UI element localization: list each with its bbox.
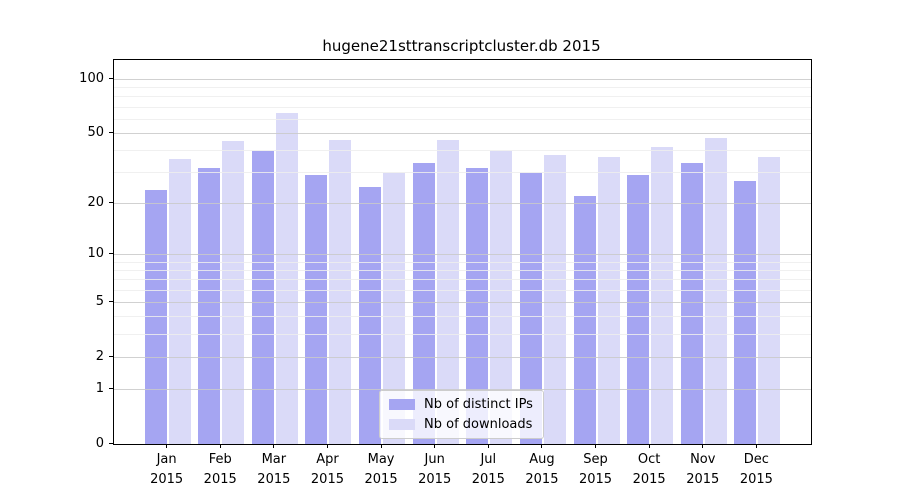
x-tick-label-jan: Jan 2015 [150,452,184,487]
legend-swatch-distinct-ips [389,399,415,410]
y-tick-label-10: 10 [87,246,104,262]
y-tick-label-2: 2 [95,348,104,364]
bar-nov-downloads [704,138,727,444]
x-tick-label-may: May 2015 [364,452,398,487]
x-tick-label-jul: Jul 2015 [471,452,505,487]
x-tick-label-nov: Nov 2015 [686,452,720,487]
bar-sep-distinct-ips [573,196,596,444]
bar-oct-downloads [651,146,674,444]
x-tick-label-oct: Oct 2015 [632,452,666,487]
x-tick-mark-feb [219,444,221,448]
x-tick-mark-apr [326,444,328,448]
bar-may-downloads [383,172,406,444]
y-tick-mark-2 [109,355,114,357]
bar-dec-distinct-ips [734,180,757,444]
x-tick-mark-dec [755,444,757,448]
bar-dec-downloads [758,156,781,444]
bar-jun-downloads [436,139,459,444]
bar-mar-downloads [275,112,298,444]
legend-item-distinct-ips: Nb of distinct IPs [389,398,533,411]
x-tick-mark-oct [648,444,650,448]
y-tick-mark-50 [109,131,114,133]
y-tick-mark-100 [109,77,114,79]
y-tick-mark-1 [109,387,114,389]
legend-label-downloads: Nb of downloads [424,417,533,432]
bar-jan-downloads [168,158,191,444]
legend-swatch-downloads [389,419,415,430]
x-tick-label-mar: Mar 2015 [257,452,291,487]
plot-area: Nb of distinct IPs Nb of downloads [113,59,812,445]
bars-layer [114,60,811,444]
legend: Nb of distinct IPs Nb of downloads [379,390,544,439]
y-tick-label-0: 0 [95,435,104,451]
x-tick-label-sep: Sep 2015 [578,452,613,487]
legend-label-distinct-ips: Nb of distinct IPs [424,397,533,412]
y-tick-label-100: 100 [79,70,104,86]
bar-aug-distinct-ips [519,172,542,444]
bar-oct-distinct-ips [627,175,650,444]
x-tick-mark-may [380,444,382,448]
x-tick-label-aug: Aug 2015 [525,452,559,487]
bar-sep-downloads [597,156,620,444]
x-tick-label-dec: Dec 2015 [739,452,773,487]
y-tick-mark-5 [109,300,114,302]
x-tick-mark-nov [702,444,704,448]
bar-jul-distinct-ips [466,167,489,444]
bar-jun-distinct-ips [412,163,435,444]
x-tick-mark-aug [541,444,543,448]
y-axis: 0 1 2 5 10 20 50 100 [0,59,114,451]
y-tick-mark-0 [109,442,114,444]
y-tick-label-1: 1 [95,380,104,396]
bar-apr-downloads [329,139,352,444]
x-tick-mark-sep [595,444,597,448]
y-tick-mark-10 [109,253,114,255]
legend-item-downloads: Nb of downloads [389,418,533,431]
x-tick-label-apr: Apr 2015 [310,452,344,487]
y-tick-mark-20 [109,201,114,203]
x-tick-mark-mar [273,444,275,448]
bar-feb-downloads [222,141,245,444]
x-tick-mark-jan [166,444,168,448]
y-tick-label-50: 50 [87,124,104,140]
bar-jan-distinct-ips [144,189,167,444]
y-tick-label-20: 20 [87,194,104,210]
x-tick-label-jun: Jun 2015 [418,452,452,487]
x-tick-mark-jun [434,444,436,448]
bar-aug-downloads [543,154,566,444]
bar-nov-distinct-ips [680,163,703,444]
bar-may-distinct-ips [359,186,382,444]
chart-title: hugene21sttranscriptcluster.db 2015 [322,37,601,55]
y-tick-label-5: 5 [95,293,104,309]
bar-feb-distinct-ips [198,167,221,444]
x-tick-mark-jul [487,444,489,448]
x-tick-label-feb: Feb 2015 [203,452,237,487]
bar-mar-distinct-ips [251,150,274,444]
bar-jul-downloads [490,150,513,444]
bar-apr-distinct-ips [305,175,328,444]
x-axis: Jan 2015 Feb 2015 Mar 2015 Apr 2015 May 2015… [113,444,810,500]
